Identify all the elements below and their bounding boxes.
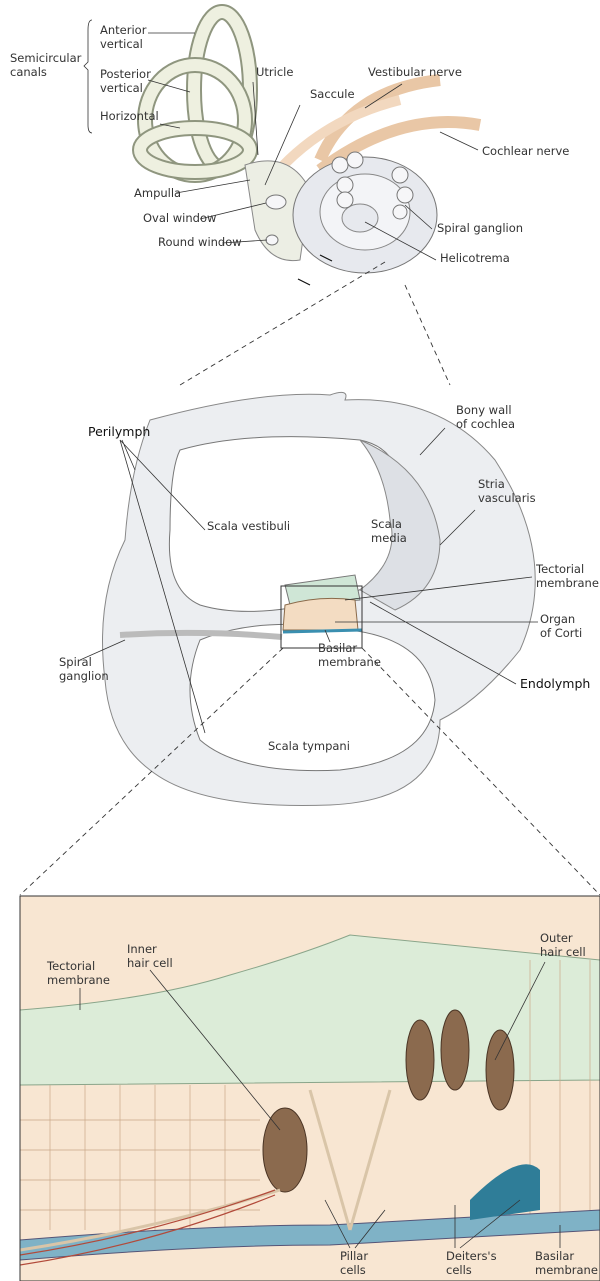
label: of cochlea xyxy=(456,417,515,431)
label: Endolymph xyxy=(520,676,590,691)
label: Scala vestibuli xyxy=(207,519,290,533)
label: Scala tympani xyxy=(268,739,350,753)
label: cells xyxy=(446,1263,472,1277)
label: vascularis xyxy=(478,491,536,505)
label: Tectorial xyxy=(535,562,584,576)
label: Anterior xyxy=(100,23,147,37)
label: hair cell xyxy=(127,956,173,970)
label: membrane xyxy=(47,973,110,987)
label: Round window xyxy=(158,235,242,249)
label: Pillar xyxy=(340,1249,368,1263)
label: Helicotrema xyxy=(440,251,510,265)
label: Spiral ganglion xyxy=(437,221,523,235)
label: Deiters's xyxy=(446,1249,497,1263)
label: membrane xyxy=(536,576,599,590)
label: membrane xyxy=(318,655,381,669)
label: cells xyxy=(340,1263,366,1277)
label: of Corti xyxy=(540,626,582,640)
label: Semicircular xyxy=(10,51,82,65)
label: Vestibular nerve xyxy=(368,65,462,79)
label: Bony wall xyxy=(456,403,512,417)
label: Ampulla xyxy=(134,186,181,200)
label: Inner xyxy=(127,942,157,956)
label: hair cell xyxy=(540,945,586,959)
label: ganglion xyxy=(59,669,109,683)
label: Tectorial xyxy=(46,959,95,973)
label: Outer xyxy=(540,931,573,945)
organ-of-corti-illustration xyxy=(20,896,600,1281)
label: Cochlear nerve xyxy=(482,144,569,158)
label: Perilymph xyxy=(88,424,150,439)
label: media xyxy=(371,531,407,545)
label: Horizontal xyxy=(100,109,159,123)
label: Utricle xyxy=(256,65,293,79)
diagram: Semicircular canals Anterior vertical Po… xyxy=(0,0,600,1281)
label: membrane xyxy=(535,1263,598,1277)
label: Spiral xyxy=(59,655,92,669)
label: Basilar xyxy=(535,1249,574,1263)
label: Posterior xyxy=(100,67,151,81)
label: vertical xyxy=(100,81,143,95)
label: Basilar xyxy=(318,641,357,655)
label: Organ xyxy=(540,612,575,626)
label: canals xyxy=(10,65,47,79)
label: Oval window xyxy=(143,211,216,225)
label: Stria xyxy=(478,477,505,491)
label: vertical xyxy=(100,37,143,51)
label: Scala xyxy=(371,517,402,531)
label: Saccule xyxy=(310,87,355,101)
